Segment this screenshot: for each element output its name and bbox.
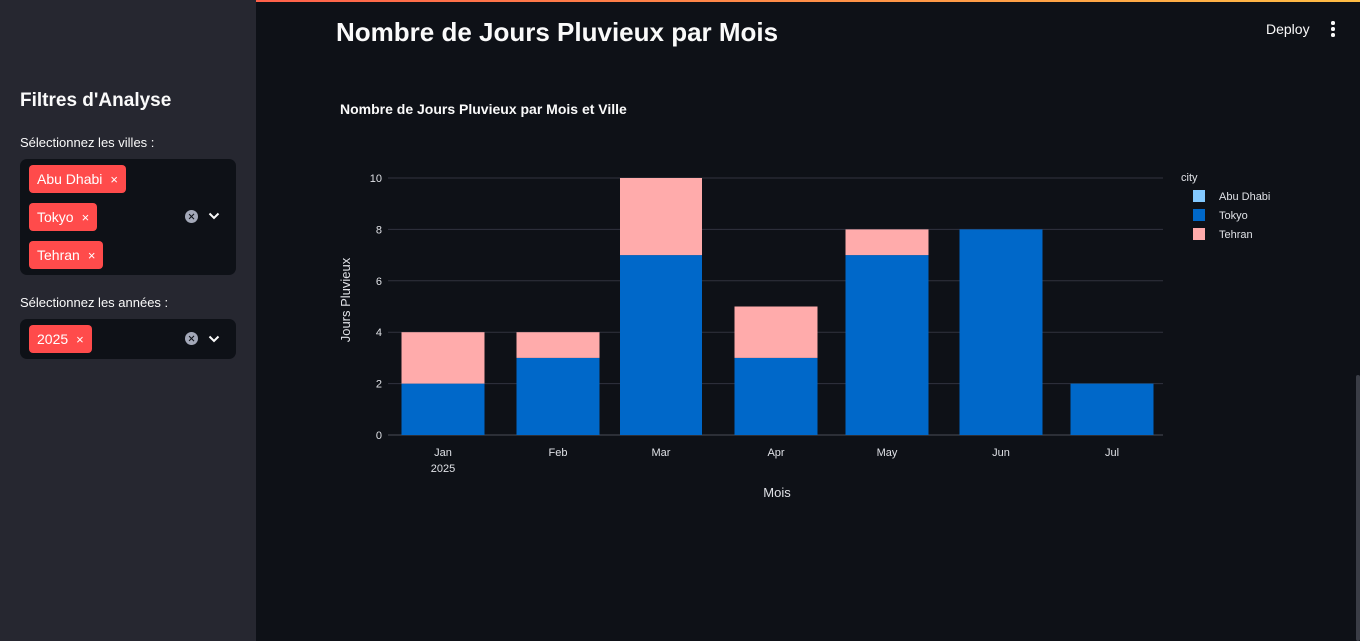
- cities-multiselect[interactable]: Abu Dhabi × Tokyo × Tehran ×: [20, 159, 236, 275]
- bar-segment: [516, 332, 600, 358]
- remove-tag-icon[interactable]: ×: [81, 209, 90, 225]
- city-tag-label: Tokyo: [37, 209, 74, 225]
- deploy-button[interactable]: Deploy: [1266, 21, 1310, 37]
- chart-title: Nombre de Jours Pluvieux par Mois et Vil…: [340, 101, 627, 117]
- bar-segment: [845, 255, 929, 435]
- bar-segment: [959, 229, 1043, 435]
- y-tick-label: 4: [376, 327, 382, 339]
- remove-tag-icon[interactable]: ×: [76, 331, 84, 347]
- y-tick-label: 6: [376, 276, 382, 288]
- y-axis-label: Jours Pluvieux: [338, 257, 353, 342]
- city-tag-label: Tehran: [37, 247, 80, 263]
- remove-tag-icon[interactable]: ×: [110, 171, 118, 187]
- sidebar: Filtres d'Analyse Sélectionnez les ville…: [0, 0, 256, 641]
- x-tick-label: Jun: [992, 447, 1010, 459]
- bar-segment: [845, 229, 929, 256]
- y-tick-label: 10: [370, 173, 382, 185]
- sidebar-title: Filtres d'Analyse: [20, 90, 172, 111]
- bar-segment: [734, 306, 818, 358]
- top-accent-bar: [0, 0, 1360, 2]
- legend-swatch: [1193, 228, 1205, 240]
- x-tick-label: May: [877, 447, 898, 459]
- bar-segment: [620, 178, 702, 256]
- city-tag-tokyo: Tokyo ×: [29, 203, 98, 231]
- bar-segment: [620, 255, 702, 435]
- legend-swatch: [1193, 190, 1205, 202]
- bar-segment: [734, 357, 818, 435]
- years-multiselect[interactable]: 2025 ×: [20, 319, 236, 359]
- scrollbar[interactable]: [1356, 375, 1360, 641]
- chevron-down-icon[interactable]: [208, 335, 220, 343]
- cities-label: Sélectionnez les villes :: [20, 135, 155, 150]
- legend-label: Abu Dhabi: [1219, 191, 1270, 203]
- x-tick-label: Feb: [549, 447, 568, 459]
- more-vertical-icon[interactable]: [1328, 20, 1338, 38]
- year-tag-label: 2025: [37, 331, 69, 347]
- legend-label: Tokyo: [1219, 210, 1248, 222]
- y-tick-label: 2: [376, 379, 382, 391]
- page-title: Nombre de Jours Pluvieux par Mois: [336, 17, 779, 47]
- legend-label: Tehran: [1219, 229, 1253, 241]
- clear-all-icon[interactable]: [185, 210, 198, 223]
- bar-segment: [401, 383, 485, 435]
- bar-segment: [1070, 383, 1154, 435]
- city-tag-abu-dhabi: Abu Dhabi ×: [29, 165, 126, 193]
- city-tag-tehran: Tehran ×: [29, 241, 104, 269]
- clear-all-icon[interactable]: [185, 332, 198, 345]
- bar-segment: [516, 357, 600, 435]
- y-tick-label: 8: [376, 224, 382, 236]
- remove-tag-icon[interactable]: ×: [87, 247, 96, 263]
- x-tick-year-label: 2025: [431, 463, 455, 475]
- chevron-down-icon[interactable]: [208, 212, 220, 220]
- year-tag-2025: 2025 ×: [29, 325, 92, 353]
- years-label: Sélectionnez les années :: [20, 295, 169, 310]
- x-tick-label: Apr: [767, 447, 784, 459]
- bar-segment: [401, 332, 485, 384]
- x-tick-label: Mar: [652, 447, 671, 459]
- x-axis-label: Mois: [763, 485, 791, 500]
- legend-swatch: [1193, 209, 1205, 221]
- y-tick-label: 0: [376, 430, 382, 442]
- city-tag-label: Abu Dhabi: [37, 171, 103, 187]
- x-tick-label: Jul: [1105, 447, 1119, 459]
- x-tick-label: Jan: [434, 447, 452, 459]
- legend-title: city: [1181, 172, 1198, 184]
